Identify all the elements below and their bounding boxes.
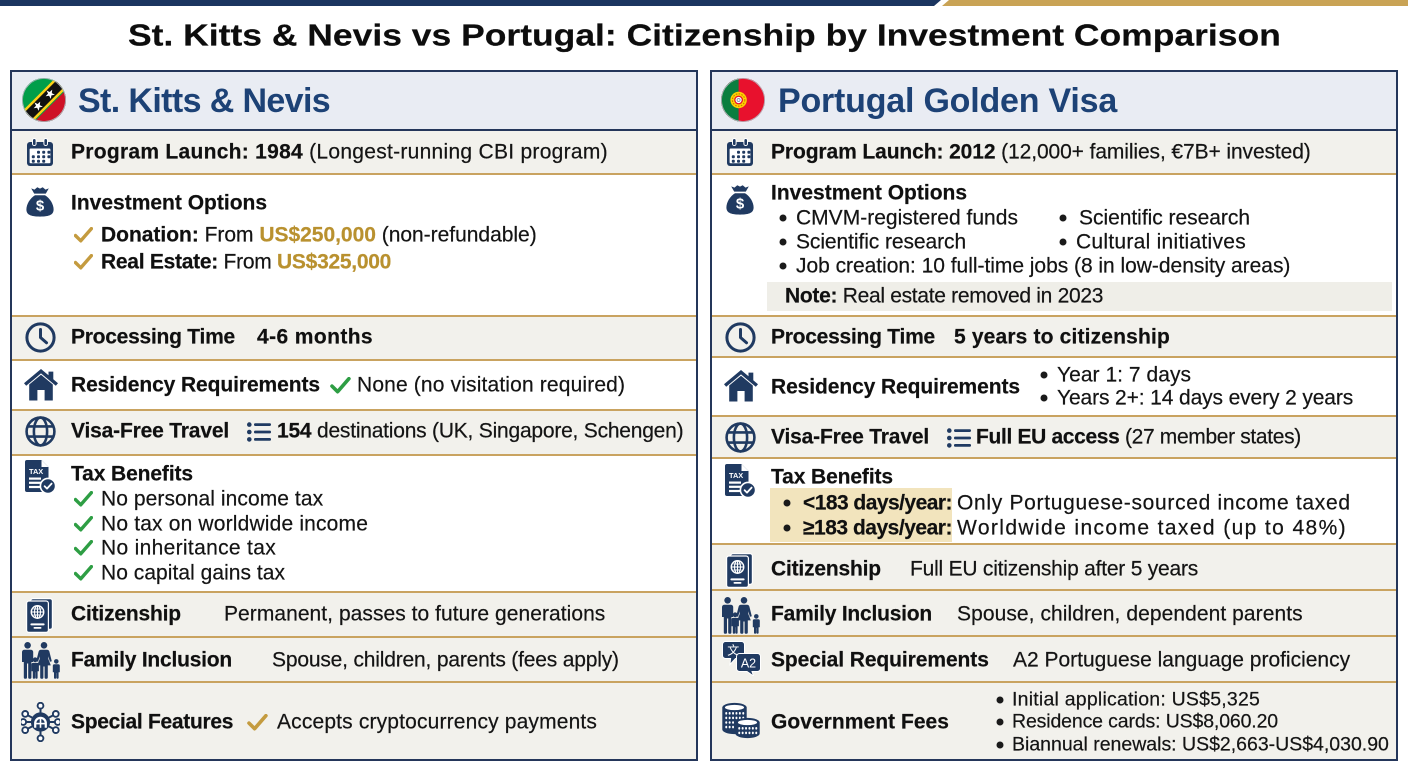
svg-text:$: $ xyxy=(736,196,745,213)
svg-text:TAX: TAX xyxy=(29,467,43,476)
svg-text:TAX: TAX xyxy=(729,471,743,480)
svg-text:$: $ xyxy=(36,198,45,215)
svg-text:A2: A2 xyxy=(741,656,756,670)
svg-text:文: 文 xyxy=(727,643,739,658)
